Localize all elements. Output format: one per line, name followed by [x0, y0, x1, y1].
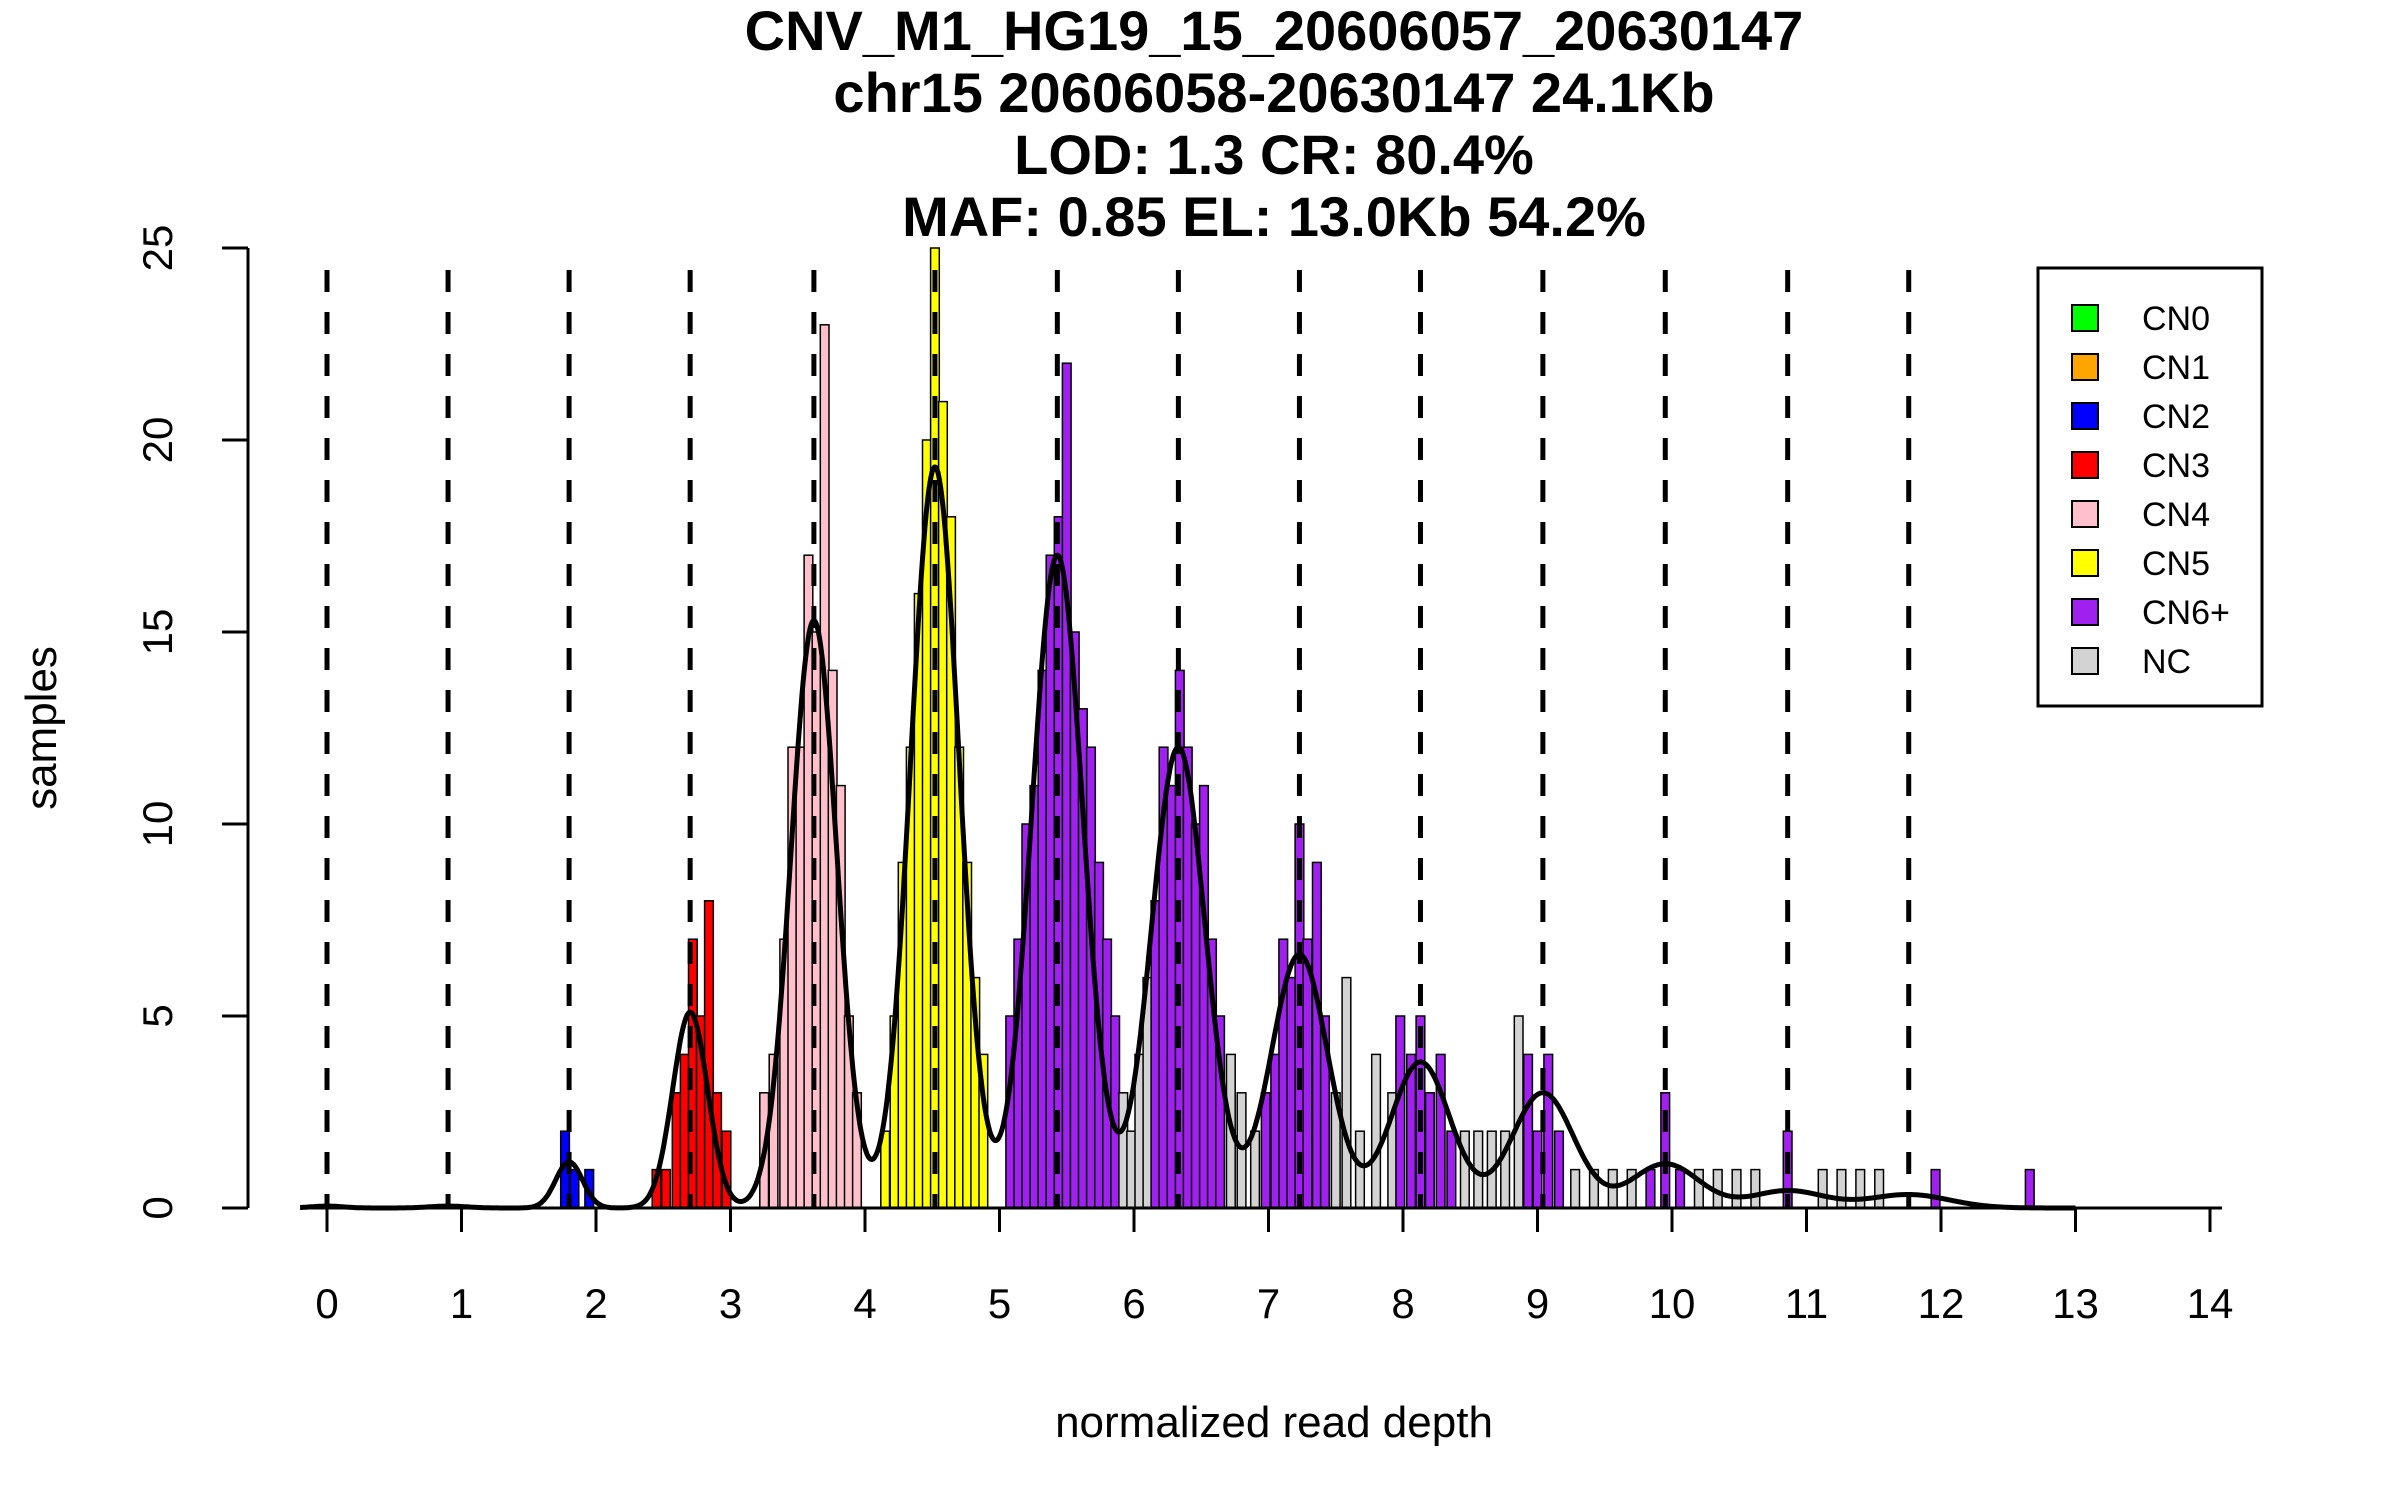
x-axis-ticks: 0 1 2 3 4 5 6 7 8 9 10 11 12 13 14: [315, 1208, 2233, 1327]
histogram-bar: [1930, 1168, 1941, 1209]
x-tick-label: 8: [1391, 1280, 1414, 1327]
y-axis: 0 5 10 15 20 25: [134, 225, 250, 1220]
histogram-bar: [1855, 1168, 1866, 1209]
histogram-bar: [1607, 1168, 1618, 1209]
x-tick-label: 13: [2052, 1280, 2099, 1327]
legend-label: CN2: [2142, 398, 2210, 436]
legend-label: CN4: [2142, 496, 2210, 534]
legend-swatch: [2071, 500, 2099, 528]
y-tick-label: 0: [134, 1196, 181, 1219]
histogram-bar: [660, 1168, 672, 1209]
copy-number-guides: [324, 270, 1912, 1208]
legend: CN0 CN1 CN2 CN3 CN4 CN5 CN6+ NC: [2036, 266, 2264, 708]
legend-box: [2036, 266, 2264, 708]
histogram-bar: [1354, 1130, 1366, 1209]
y-axis-label: samples: [17, 646, 66, 810]
x-tick-label: 5: [988, 1280, 1011, 1327]
histogram-bar: [1370, 1053, 1382, 1209]
title-line-3: LOD: 1.3 CR: 80.4%: [1014, 123, 1534, 186]
histogram-bar: [1750, 1168, 1761, 1209]
histogram-bar: [2024, 1168, 2035, 1209]
x-tick-label: 11: [1785, 1280, 1829, 1327]
histogram-bar: [1341, 976, 1352, 1209]
x-tick-label: 7: [1257, 1280, 1280, 1327]
legend-swatch: [2071, 402, 2099, 430]
chart-title: CNV_M1_HG19_15_20606057_20630147 chr15 2…: [745, 0, 1804, 248]
y-tick-label: 20: [134, 417, 181, 464]
x-axis: 0 1 2 3 4 5 6 7 8 9 10 11 12 13 14: [310, 1206, 2233, 1327]
x-tick-label: 6: [1122, 1280, 1145, 1327]
histogram-bar: [1570, 1168, 1581, 1209]
histogram-bar: [1435, 1053, 1446, 1209]
x-tick-label: 0: [315, 1280, 338, 1327]
y-tick-label: 15: [134, 609, 181, 656]
histogram-bar: [1674, 1168, 1686, 1209]
histogram-bars: [559, 247, 2035, 1209]
x-tick-label: 4: [853, 1280, 876, 1327]
histogram-bar: [1522, 1053, 1534, 1209]
legend-swatch: [2071, 647, 2099, 675]
legend-label: CN0: [2142, 300, 2210, 338]
legend-label: CN3: [2142, 447, 2210, 485]
histogram-bar: [1249, 1130, 1261, 1209]
legend-label: CN6+: [2142, 594, 2230, 632]
y-tick-label: 10: [134, 801, 181, 848]
x-tick-label: 9: [1526, 1280, 1549, 1327]
title-line-1: CNV_M1_HG19_15_20606057_20630147: [745, 0, 1804, 62]
histogram-bar: [1236, 1092, 1247, 1209]
legend-items: CN0 CN1 CN2 CN3 CN4 CN5 CN6+ NC: [2071, 300, 2230, 681]
x-tick-label: 10: [1649, 1280, 1696, 1327]
histogram-bar: [1836, 1168, 1847, 1209]
x-tick-label: 2: [584, 1280, 607, 1327]
legend-swatch: [2071, 549, 2099, 577]
histogram-bar: [1395, 1015, 1406, 1209]
histogram-bar: [1553, 1130, 1565, 1209]
legend-label: CN5: [2142, 545, 2210, 583]
x-tick-label: 3: [719, 1280, 742, 1327]
title-line-2: chr15 20606058-20630147 24.1Kb: [833, 61, 1714, 124]
histogram-bar: [1731, 1168, 1742, 1209]
x-tick-label: 14: [2187, 1280, 2234, 1327]
histogram-bar: [1645, 1168, 1656, 1209]
legend-label: CN1: [2142, 349, 2210, 387]
histogram-bar: [1260, 1092, 1271, 1209]
histogram-bar: [1424, 1092, 1435, 1209]
legend-swatch: [2071, 353, 2099, 381]
histogram-bar: [1817, 1168, 1828, 1209]
legend-swatch: [2071, 304, 2099, 332]
histogram-bar: [1459, 1130, 1470, 1209]
histogram-bar: [1446, 1130, 1457, 1209]
y-tick-label: 25: [134, 225, 181, 272]
x-tick-label: 1: [450, 1280, 473, 1327]
legend-swatch: [2071, 598, 2099, 626]
title-line-4: MAF: 0.85 EL: 13.0Kb 54.2%: [902, 185, 1646, 248]
x-axis-label: normalized read depth: [1055, 1398, 1493, 1447]
legend-label: NC: [2142, 643, 2191, 681]
y-tick-label: 5: [134, 1004, 181, 1027]
histogram-bar: [1874, 1168, 1885, 1209]
y-axis-ticks: 0 5 10 15 20 25: [134, 225, 248, 1220]
legend-swatch: [2071, 451, 2099, 479]
x-tick-label: 12: [1918, 1280, 1965, 1327]
density-curve: [298, 464, 2077, 1211]
